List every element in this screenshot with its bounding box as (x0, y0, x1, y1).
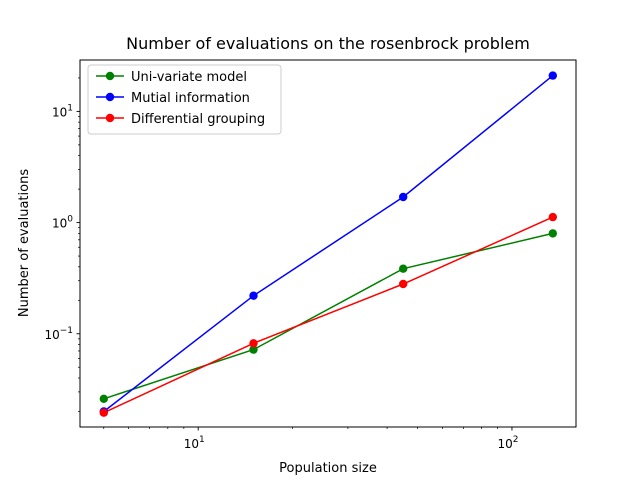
data-point-0-0 (99, 394, 109, 403)
series-line-2 (103, 216, 554, 414)
data-point-2-1 (249, 339, 258, 348)
legend-marker (105, 71, 115, 81)
data-point-2-2 (399, 279, 408, 289)
y-tick-label: 10−1 (44, 326, 73, 342)
data-point-2-0 (99, 408, 109, 417)
y-tick-label: 100 (52, 215, 73, 231)
legend-label: Uni-variate model (131, 70, 247, 85)
x-tick-label: 101 (184, 435, 205, 451)
legend-marker (105, 113, 115, 123)
axis-ticks: 101 102 10−1 100 101 (44, 59, 577, 451)
series-line-1 (103, 75, 554, 413)
y-axis-label: Number of evaluations (17, 169, 32, 317)
data-point-1-1 (249, 291, 258, 300)
legend-label: Differential grouping (131, 112, 265, 127)
data-point-1-3 (548, 71, 557, 80)
chart-title: Number of evaluations on the rosenbrock … (126, 34, 530, 53)
plot-area (99, 71, 557, 417)
data-point-2-3 (548, 212, 557, 222)
data-point-0-3 (548, 229, 557, 238)
axes-frame (79, 59, 577, 428)
legend-label: Mutial information (131, 91, 250, 106)
y-tick-label: 101 (52, 103, 73, 119)
data-point-1-2 (399, 192, 408, 202)
data-point-0-1 (249, 345, 258, 354)
legend-box (87, 64, 282, 135)
legend-marker (105, 92, 115, 102)
legend: Uni-variate model Mutial information Diffe… (87, 64, 282, 135)
data-point-0-2 (399, 264, 408, 273)
x-tick-label: 102 (497, 435, 518, 451)
x-axis-label: Population size (279, 461, 377, 476)
